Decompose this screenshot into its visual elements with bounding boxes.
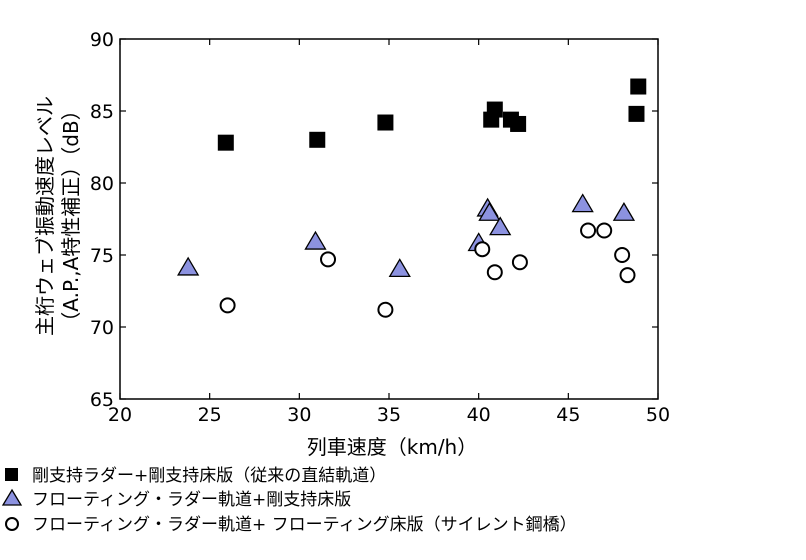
x-axis: 20 25 30 35 40 45 50 — [108, 39, 670, 426]
y-axis: 65 70 75 80 85 90 — [90, 29, 658, 411]
data-point-triangle — [177, 256, 200, 276]
data-point-circle — [474, 241, 491, 258]
data-point-square — [486, 101, 503, 118]
x-tick-label: 35 — [377, 404, 401, 426]
y-axis-title-line2: （A.P.,A特性補正）（dB） — [59, 100, 83, 331]
data-point-triangle — [304, 230, 327, 250]
data-point-circle — [619, 267, 636, 284]
data-point-triangle — [571, 193, 594, 213]
y-tick-label: 75 — [90, 245, 114, 267]
data-point-circle — [596, 222, 613, 239]
legend-label-square: 剛支持ラダー+剛支持床版（従来の直結軌道） — [32, 466, 386, 486]
data-point-square — [510, 115, 527, 132]
data-point-square — [217, 134, 234, 151]
legend: 剛支持ラダー+剛支持床版（従来の直結軌道） フローティング・ラダー軌道+剛支持床… — [1, 466, 577, 535]
data-point-circle — [377, 301, 394, 318]
plot-frame — [119, 38, 659, 400]
data-point-circle — [219, 297, 236, 314]
x-tick-label: 45 — [556, 404, 580, 426]
legend-square-marker — [5, 468, 18, 481]
legend-triangle-marker — [1, 488, 23, 506]
legend-item-triangle: フローティング・ラダー軌道+剛支持床版 — [1, 488, 351, 510]
y-tick-label: 70 — [90, 317, 114, 339]
data-point-circle — [580, 222, 597, 239]
x-tick-label: 25 — [198, 404, 222, 426]
data-point-circle — [320, 251, 337, 268]
y-tick-label: 80 — [90, 173, 114, 195]
x-tick-label: 20 — [108, 404, 132, 426]
data-point-square — [377, 114, 394, 131]
y-axis-title-line1: 主桁ウェブ振動速度レベル — [33, 96, 57, 336]
y-tick-label: 85 — [90, 101, 114, 123]
legend-label-triangle: フローティング・ラダー軌道+剛支持床版 — [32, 490, 351, 510]
legend-item-square: 剛支持ラダー+剛支持床版（従来の直結軌道） — [5, 466, 386, 486]
data-point-square — [630, 78, 647, 95]
data-point-square — [309, 131, 326, 148]
data-point-circle — [486, 264, 503, 281]
data-point-circle — [511, 254, 528, 271]
legend-label-circle: フローティング・ラダー軌道+ フローティング床版（サイレント鋼橋） — [32, 515, 577, 535]
data-point-circle — [614, 247, 631, 263]
x-axis-title: 列車速度（km/h） — [307, 435, 477, 459]
data-point-triangle — [612, 201, 636, 221]
data-point-triangle — [478, 201, 501, 221]
y-axis-title: 主桁ウェブ振動速度レベル （A.P.,A特性補正）（dB） — [33, 96, 83, 336]
x-tick-label: 40 — [467, 404, 491, 426]
x-tick-label: 30 — [287, 404, 311, 426]
legend-circle-marker — [5, 517, 19, 531]
plot-area — [119, 38, 659, 400]
legend-item-circle: フローティング・ラダー軌道+ フローティング床版（サイレント鋼橋） — [5, 515, 577, 535]
x-tick-label: 50 — [646, 404, 670, 426]
data-point-triangle — [489, 216, 512, 236]
data-point-square — [628, 105, 645, 122]
y-tick-label: 65 — [90, 389, 114, 411]
data-point-triangle — [388, 258, 411, 278]
y-tick-label: 90 — [90, 29, 114, 51]
data-markers — [177, 78, 647, 318]
